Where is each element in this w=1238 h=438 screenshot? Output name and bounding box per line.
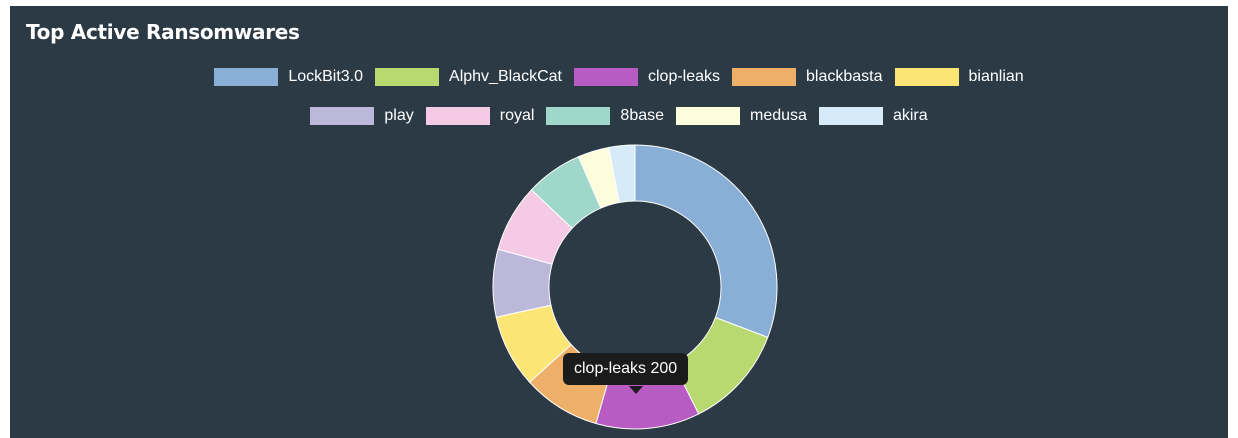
- legend-item-blackbasta[interactable]: blackbasta: [732, 68, 883, 86]
- legend-label: Alphv_BlackCat: [449, 68, 562, 85]
- legend-item-bianlian[interactable]: bianlian: [894, 68, 1024, 86]
- donut-slice-lockbit3-0[interactable]: [634, 144, 778, 338]
- legend-swatch: [375, 68, 440, 86]
- legend-swatch: [546, 107, 611, 125]
- legend-label: medusa: [750, 107, 807, 124]
- legend-label: clop-leaks: [647, 68, 721, 85]
- legend-label: royal: [499, 107, 535, 124]
- legend-label: blackbasta: [806, 68, 883, 85]
- legend-swatch: [573, 68, 638, 86]
- chart-tooltip: clop-leaks 200: [563, 353, 689, 385]
- legend-label: play: [384, 107, 414, 124]
- legend-item-clop-leaks[interactable]: clop-leaks: [573, 68, 721, 86]
- legend-swatch: [894, 68, 959, 86]
- legend-swatch: [676, 107, 741, 125]
- legend-label: LockBit3.0: [288, 68, 364, 85]
- legend-label: akira: [892, 107, 928, 124]
- legend-label: bianlian: [968, 68, 1024, 85]
- donut-slice-akira[interactable]: [608, 144, 636, 204]
- legend-item-akira[interactable]: akira: [818, 107, 928, 125]
- legend-row-1: LockBit3.0 Alphv_BlackCat clop-leaks blackb…: [10, 68, 1228, 86]
- panel-title: Top Active Ransomwares: [26, 20, 300, 44]
- legend-label: 8base: [620, 107, 665, 124]
- legend-swatch: [310, 107, 375, 125]
- legend-swatch: [425, 107, 490, 125]
- legend-swatch: [818, 107, 883, 125]
- legend-item-royal[interactable]: royal: [425, 107, 535, 125]
- tooltip-arrow: [629, 386, 643, 394]
- legend-swatch: [214, 68, 279, 86]
- legend-item-8base[interactable]: 8base: [546, 107, 664, 125]
- legend-row-2: play royal 8base medusa akira: [10, 107, 1228, 125]
- legend-item-lockbit3-0[interactable]: LockBit3.0: [214, 68, 363, 86]
- legend-item-medusa[interactable]: medusa: [676, 107, 807, 125]
- legend-item-alphv-blackcat[interactable]: Alphv_BlackCat: [375, 68, 562, 86]
- legend-swatch: [732, 68, 797, 86]
- chart-panel: Top Active Ransomwares LockBit3.0 Alphv_B…: [10, 6, 1228, 438]
- legend-item-play[interactable]: play: [310, 107, 414, 125]
